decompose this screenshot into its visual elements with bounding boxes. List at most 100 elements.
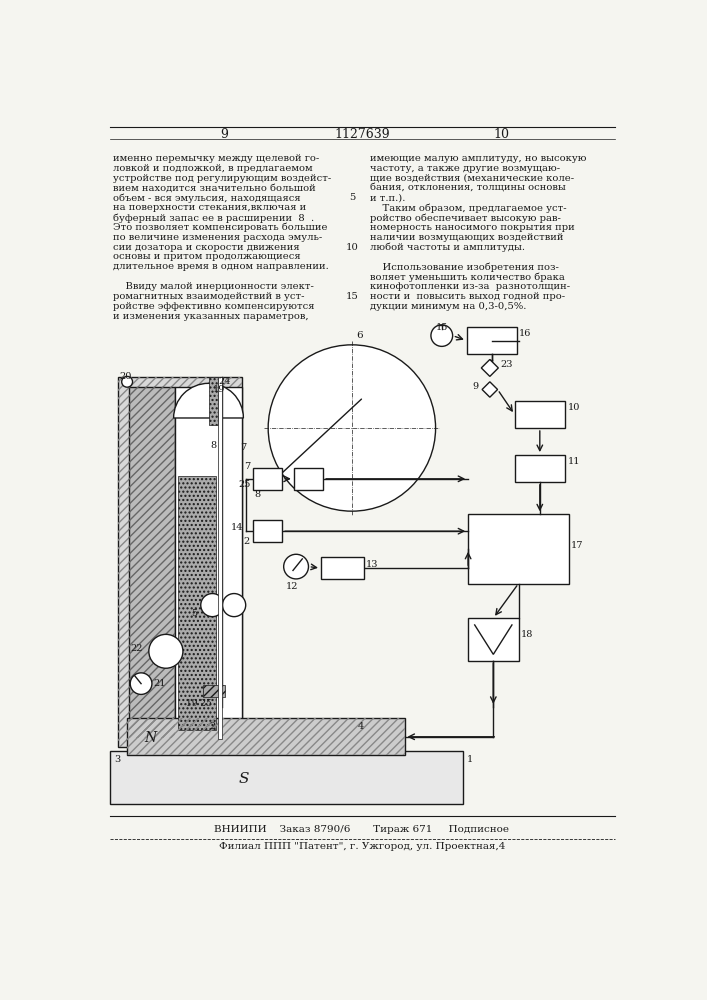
Circle shape: [130, 673, 152, 694]
Text: 9: 9: [220, 128, 228, 141]
Polygon shape: [482, 382, 498, 397]
Polygon shape: [481, 359, 498, 376]
Text: 8: 8: [255, 490, 260, 499]
Bar: [218, 377, 222, 739]
Wedge shape: [174, 383, 243, 418]
Bar: [252, 520, 282, 542]
Text: 10: 10: [493, 128, 510, 141]
Text: имеющие малую амплитуду, но высокую: имеющие малую амплитуду, но высокую: [370, 154, 586, 163]
Circle shape: [284, 554, 308, 579]
Text: 21: 21: [153, 679, 166, 688]
Text: кинофотопленки из-за  разнотолщин-: кинофотопленки из-за разнотолщин-: [370, 282, 570, 291]
Bar: [110, 751, 462, 804]
Bar: [321, 557, 363, 579]
Bar: [127, 718, 404, 755]
Text: ности и  повысить выход годной про-: ности и повысить выход годной про-: [370, 292, 565, 301]
Text: 13: 13: [366, 560, 378, 569]
Circle shape: [201, 594, 224, 617]
Text: 18: 18: [521, 630, 533, 639]
Text: 15: 15: [346, 292, 358, 301]
Bar: [515, 455, 565, 482]
Bar: [468, 618, 518, 661]
Bar: [129, 387, 175, 738]
Text: 3: 3: [114, 755, 120, 764]
Circle shape: [149, 634, 183, 668]
Text: Таким образом, предлагаемое уст-: Таким образом, предлагаемое уст-: [370, 203, 566, 213]
Text: 23: 23: [500, 360, 513, 369]
Text: дукции минимум на 0,3-0,5%.: дукции минимум на 0,3-0,5%.: [370, 302, 526, 311]
Text: 1127639: 1127639: [334, 128, 390, 141]
Text: на поверхности стекания,включая и: на поверхности стекания,включая и: [113, 203, 306, 212]
Text: 7: 7: [240, 443, 247, 452]
Text: 15: 15: [436, 323, 448, 332]
Text: 2: 2: [209, 722, 216, 731]
Text: 19 25: 19 25: [186, 699, 212, 708]
Text: объем - вся эмульсия, находящаяся: объем - вся эмульсия, находящаяся: [113, 193, 300, 203]
Text: именно перемычку между щелевой го-: именно перемычку между щелевой го-: [113, 154, 320, 163]
Bar: [118, 377, 242, 747]
Text: 5: 5: [191, 609, 197, 618]
Bar: [467, 327, 517, 354]
Text: ВНИИПИ    Заказ 8790/6       Тираж 671     Подписное: ВНИИПИ Заказ 8790/6 Тираж 671 Подписное: [214, 825, 510, 834]
Text: 10: 10: [567, 403, 580, 412]
Bar: [252, 468, 282, 490]
Bar: [203, 685, 225, 697]
Text: воляет уменьшить количество брака: воляет уменьшить количество брака: [370, 272, 565, 282]
Text: 4: 4: [358, 722, 364, 731]
Text: вием находится значительно большой: вием находится значительно большой: [113, 183, 316, 192]
Text: щие воздействия (механические коле-: щие воздействия (механические коле-: [370, 174, 574, 183]
Text: и изменения указанных параметров,: и изменения указанных параметров,: [113, 312, 309, 321]
Text: Это позволяет компенсировать большие: Это позволяет компенсировать большие: [113, 223, 327, 232]
Text: по величине изменения расхода эмуль-: по величине изменения расхода эмуль-: [113, 233, 322, 242]
Text: 20: 20: [119, 372, 132, 381]
Text: буферный запас ее в расширении  8  .: буферный запас ее в расширении 8 .: [113, 213, 315, 223]
Text: 11: 11: [567, 457, 580, 466]
Bar: [129, 387, 175, 738]
Text: 12: 12: [286, 582, 298, 591]
Text: частоту, а также другие возмущаю-: частоту, а также другие возмущаю-: [370, 164, 560, 173]
Text: основы и притом продолжающиеся: основы и притом продолжающиеся: [113, 252, 300, 261]
Text: устройстве под регулирующим воздейст-: устройстве под регулирующим воздейст-: [113, 174, 332, 183]
Text: и т.п.).: и т.п.).: [370, 193, 405, 202]
Bar: [127, 718, 404, 755]
Text: 19: 19: [212, 385, 225, 394]
Text: 16: 16: [519, 329, 532, 338]
Circle shape: [223, 594, 246, 617]
Bar: [175, 387, 242, 738]
Bar: [118, 377, 242, 747]
Text: 10: 10: [346, 243, 358, 252]
Text: Филиал ППП "Патент", г. Ужгород, ул. Проектная,4: Филиал ППП "Патент", г. Ужгород, ул. Про…: [218, 842, 505, 851]
Text: Использование изобретения поз-: Использование изобретения поз-: [370, 262, 559, 272]
Text: номерность наносимого покрытия при: номерность наносимого покрытия при: [370, 223, 575, 232]
Bar: [293, 468, 323, 490]
Text: бания, отклонения, толщины основы: бания, отклонения, толщины основы: [370, 183, 566, 192]
Text: 9: 9: [473, 382, 479, 391]
Circle shape: [268, 345, 436, 511]
Text: 25: 25: [238, 480, 250, 489]
Bar: [177, 476, 216, 730]
Bar: [515, 401, 565, 428]
Text: 17: 17: [571, 541, 584, 550]
Text: любой частоты и амплитуды.: любой частоты и амплитуды.: [370, 243, 525, 252]
Text: 22: 22: [130, 644, 143, 653]
Text: 5: 5: [349, 193, 355, 202]
Text: 24: 24: [218, 377, 231, 386]
Text: S: S: [238, 772, 249, 786]
Text: ловкой и подложкой, в предлагаемом: ловкой и подложкой, в предлагаемом: [113, 164, 312, 173]
Text: сии дозатора и скорости движения: сии дозатора и скорости движения: [113, 243, 300, 252]
Bar: [209, 377, 218, 425]
Text: ройство обеспечивает высокую рав-: ройство обеспечивает высокую рав-: [370, 213, 561, 223]
Text: 8: 8: [211, 441, 217, 450]
Text: 14: 14: [231, 523, 243, 532]
Text: N: N: [144, 731, 156, 745]
Text: наличии возмущающих воздействий: наличии возмущающих воздействий: [370, 233, 563, 242]
Text: 7: 7: [244, 462, 250, 471]
Circle shape: [431, 325, 452, 346]
Circle shape: [122, 376, 132, 387]
Text: 2: 2: [243, 537, 250, 546]
Text: 6: 6: [356, 331, 363, 340]
Text: ромагнитных взаимодействий в уст-: ромагнитных взаимодействий в уст-: [113, 292, 305, 301]
Text: 1: 1: [467, 755, 473, 764]
Bar: [468, 514, 569, 584]
Text: Ввиду малой инерционности элект-: Ввиду малой инерционности элект-: [113, 282, 314, 291]
